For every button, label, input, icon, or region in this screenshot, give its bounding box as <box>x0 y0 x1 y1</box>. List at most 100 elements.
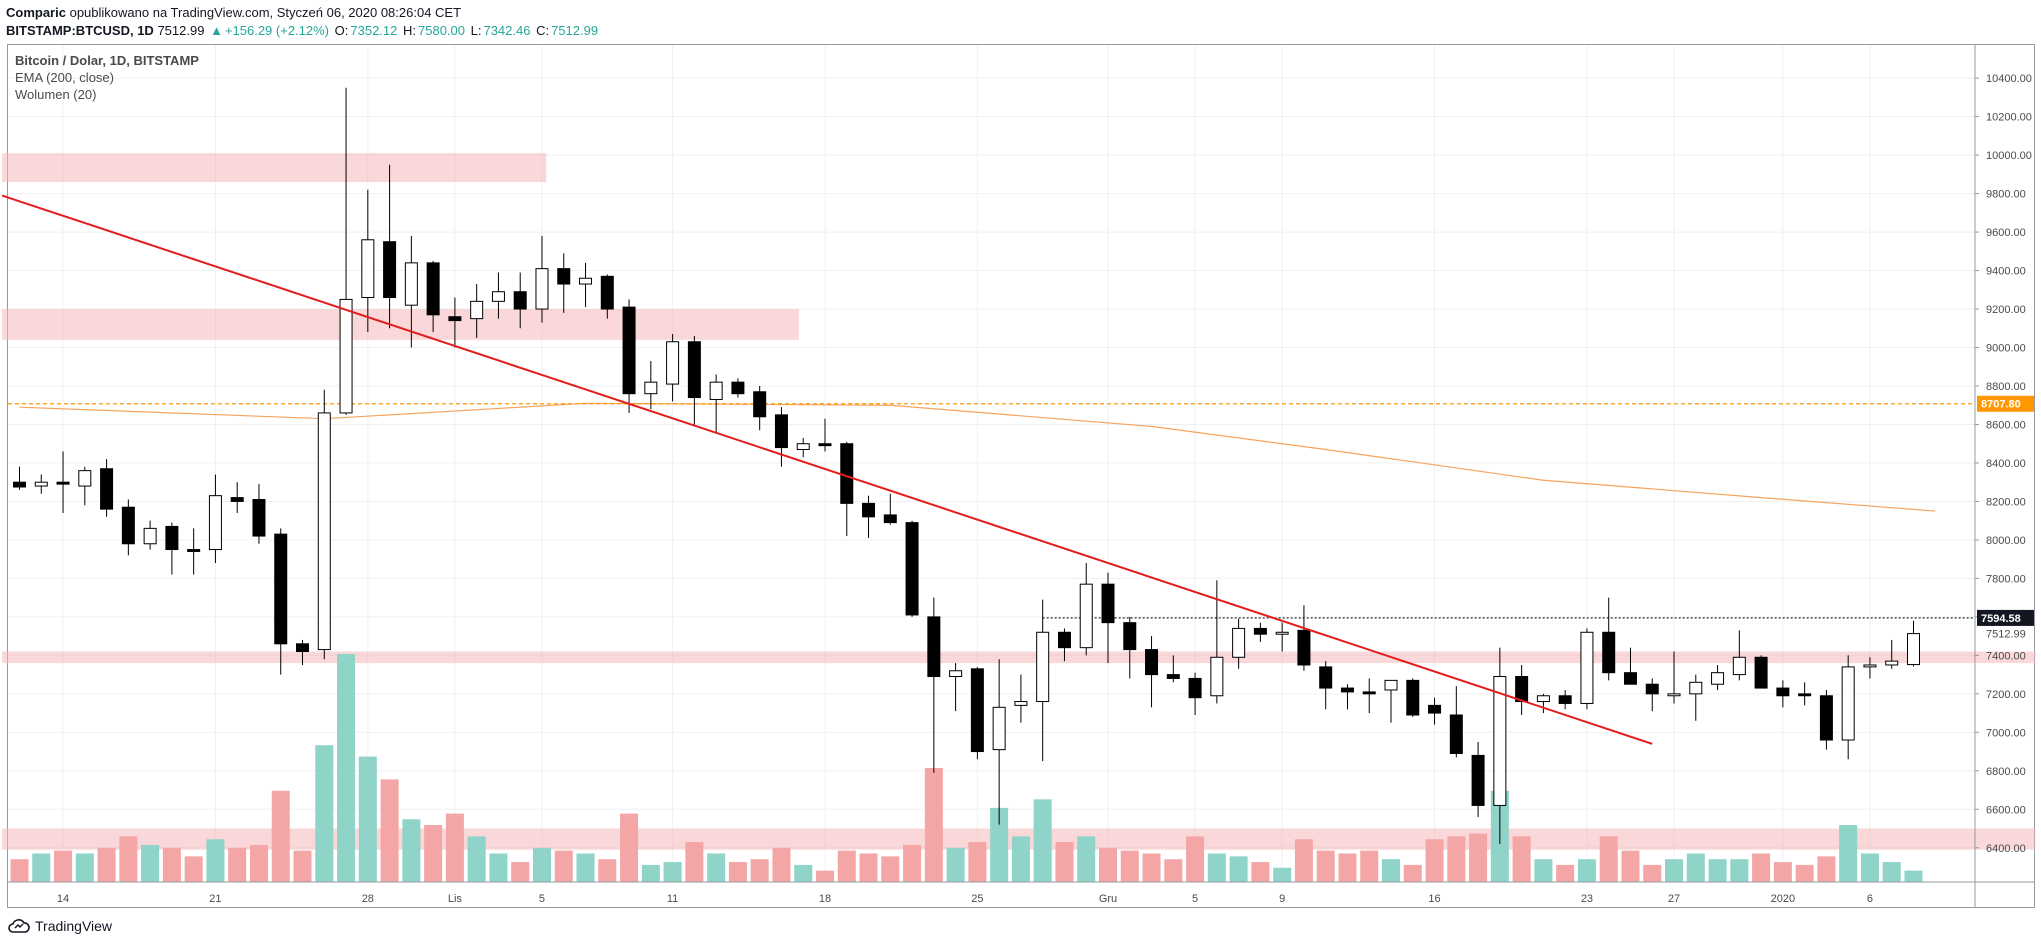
open-label: O: <box>334 23 349 38</box>
candle-body <box>1253 627 1267 635</box>
y-tick-label: 9400.00 <box>1986 266 2026 278</box>
high-label: H: <box>403 23 416 38</box>
candle-body <box>862 502 876 518</box>
candle-body <box>1689 681 1703 695</box>
candle-body <box>1101 583 1115 624</box>
x-tick-label: Gru <box>1099 893 1117 905</box>
candle-body <box>1667 693 1681 697</box>
volume-bar <box>10 859 29 882</box>
volume-bar <box>1447 836 1466 882</box>
candle-body <box>274 533 288 645</box>
candle-body <box>1449 714 1463 754</box>
candle-body <box>970 668 984 753</box>
volume-bar <box>315 745 334 882</box>
candle-body <box>1406 679 1420 716</box>
x-tick-label: 21 <box>209 893 221 905</box>
volume-bar <box>511 862 530 882</box>
volume-bar <box>1686 853 1705 882</box>
volume-bar <box>249 844 268 882</box>
candle-body <box>1493 676 1507 806</box>
volume-bar <box>1229 856 1248 882</box>
candle-body <box>470 300 484 320</box>
legend-volume[interactable]: Wolumen (20) <box>15 87 97 102</box>
candle-body <box>1188 677 1202 699</box>
candle-body <box>1645 683 1659 695</box>
candle-body <box>1798 693 1812 697</box>
volume-bar <box>815 870 834 882</box>
volume-bar <box>1142 853 1161 882</box>
candle-body <box>404 262 418 306</box>
volume-bar <box>1055 842 1074 882</box>
volume-bar <box>228 847 247 882</box>
candle-body <box>1428 704 1442 714</box>
volume-bar <box>1251 862 1270 882</box>
candle-body <box>1384 679 1398 691</box>
candle-body <box>1166 674 1180 679</box>
legend-ema[interactable]: EMA (200, close) <box>15 70 114 85</box>
volume-bar <box>1708 859 1727 882</box>
candle-body <box>1232 627 1246 658</box>
price-tag-label: 8707.80 <box>1981 399 2021 411</box>
candle-body <box>731 381 745 395</box>
x-tick-label: 11 <box>667 893 678 905</box>
candle-body <box>1036 631 1050 703</box>
candle-body <box>1906 633 1920 666</box>
candle-body <box>1602 631 1616 674</box>
volume-bar <box>1534 859 1553 882</box>
ohlc-line: BITSTAMP:BTCUSD, 1D 7512.99 ▲ +156.29 (+2… <box>6 22 600 40</box>
candle-body <box>1362 691 1376 695</box>
x-tick-label: 23 <box>1581 893 1593 905</box>
candle-body <box>1536 695 1550 703</box>
trend-line <box>1 194 1653 745</box>
candle-body <box>383 241 397 298</box>
volume-bar <box>75 853 94 882</box>
volume-bar <box>1730 859 1749 882</box>
volume-bar <box>141 844 160 882</box>
candle-body <box>753 391 767 418</box>
volume-bar <box>1099 847 1117 882</box>
y-tick-label: 9000.00 <box>1986 343 2026 355</box>
candle-body <box>1732 656 1746 676</box>
volume-bar <box>968 842 987 882</box>
candle-body <box>1057 631 1071 649</box>
volume-bar <box>1839 825 1858 882</box>
volume-bar <box>1817 856 1836 882</box>
volume-bar <box>1425 839 1444 882</box>
tradingview-logo[interactable]: TradingView <box>8 918 112 934</box>
volume-bar <box>837 850 856 882</box>
y-tick-label: 9800.00 <box>1986 189 2026 201</box>
volume-bar <box>1469 833 1488 882</box>
candle-body <box>339 298 353 414</box>
candle-body <box>1819 695 1833 741</box>
y-tick-label: 8800.00 <box>1986 381 2026 393</box>
low-value: 7342.46 <box>483 23 531 38</box>
volume-bar <box>1556 864 1575 882</box>
candle-body <box>1558 695 1572 704</box>
volume-bar <box>1273 867 1292 882</box>
y-tick-label: 7200.00 <box>1986 689 2026 701</box>
candle-body <box>774 414 788 449</box>
legend-title[interactable]: Bitcoin / Dolar, 1D, BITSTAMP <box>15 53 199 68</box>
candle-body <box>949 670 963 678</box>
volume-bar <box>1360 850 1379 882</box>
author-name[interactable]: Comparic <box>6 5 66 20</box>
y-tick-label: 9600.00 <box>1986 227 2026 239</box>
candle-body <box>513 291 527 310</box>
candle-body <box>13 481 26 488</box>
price-tag-black <box>1977 609 2034 626</box>
candle-body <box>34 481 48 487</box>
volume-bar <box>794 864 813 882</box>
symbol-label: BITSTAMP:BTCUSD, 1D <box>6 23 154 38</box>
candle-body <box>491 291 505 302</box>
chart-frame[interactable] <box>7 44 2035 908</box>
volume-bar <box>380 779 399 882</box>
price-tag-orange <box>1977 395 2034 412</box>
volume-bar <box>184 856 203 882</box>
x-tick-label: 27 <box>1668 893 1680 905</box>
volume-bar <box>707 853 726 882</box>
volume-bar <box>903 844 922 882</box>
volume-bar <box>728 862 747 882</box>
change-value: +156.29 (+2.12%) <box>224 23 330 38</box>
volume-bar <box>946 847 965 882</box>
